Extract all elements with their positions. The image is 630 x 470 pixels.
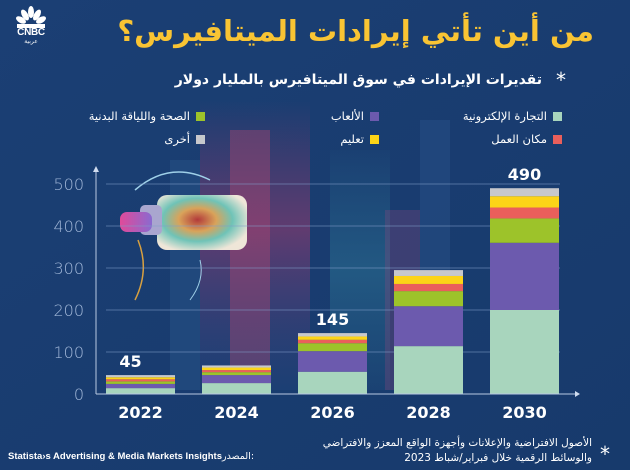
vr-headset-illustration	[120, 171, 247, 301]
bar-segment-education	[394, 275, 463, 284]
legend-swatch	[553, 134, 562, 144]
bar-segment-health_fitness	[106, 381, 175, 384]
legend-label: الصحة واللياقة البدنية	[88, 109, 190, 123]
bar-segment-education	[106, 377, 175, 380]
footnote: الأصول الافتراضية والإعلانات وأجهزة الوا…	[323, 436, 592, 466]
bar-segment-other	[298, 333, 367, 337]
logo-subtext: عربية	[24, 38, 38, 45]
legend-label: مكان العمل	[491, 132, 547, 146]
bar-segment-health_fitness	[490, 218, 559, 243]
y-tick-label: 300	[53, 259, 84, 278]
bar-segment-gaming	[394, 306, 463, 347]
legend-swatch	[196, 134, 205, 144]
source-credit: Statista›s Advertising & Media Markets I…	[8, 450, 254, 464]
bar-segment-other	[106, 375, 175, 378]
legend-swatch	[370, 134, 379, 144]
bar-segment-other	[490, 188, 559, 197]
page-title: من أين تأتي إيرادات الميتافيرس؟	[117, 14, 594, 48]
chart-subtitle: تقديرات الإيرادات في سوق الميتافيرس بالم…	[174, 72, 542, 88]
bar-segment-workplace	[490, 207, 559, 219]
bar-2024	[202, 365, 271, 394]
x-tick-label: 2028	[406, 403, 451, 420]
source-label: المصدر:	[221, 451, 255, 462]
bar-segment-workplace	[202, 370, 271, 373]
bar-2030	[490, 188, 559, 394]
legend-item-ecommerce: التجارة الإلكترونية	[463, 109, 562, 123]
legend-label: التجارة الإلكترونية	[462, 109, 547, 123]
x-tick-label: 2024	[214, 403, 259, 420]
total-label: 490	[508, 165, 541, 184]
legend-label: أخرى	[164, 132, 190, 146]
y-axis-arrow	[93, 166, 99, 172]
legend-swatch	[370, 111, 379, 121]
y-tick-label: 200	[53, 301, 84, 320]
x-axis-ticks: 2022 2024 2026 2028 2030	[118, 403, 547, 420]
bar-segment-ecommerce	[298, 371, 367, 394]
bar-segment-health_fitness	[298, 343, 367, 352]
bar-segment-ecommerce	[106, 388, 175, 394]
bar-segment-ecommerce	[202, 383, 271, 394]
cnbc-logo: CNBC عربية	[8, 6, 54, 50]
bar-segment-gaming	[106, 383, 175, 389]
y-axis-ticks: 0 100 200 300 400 500	[53, 175, 84, 404]
bar-2028	[394, 270, 463, 394]
bar-segment-other	[394, 270, 463, 276]
bar-segment-education	[490, 196, 559, 208]
legend-swatch	[196, 111, 205, 121]
legend-label: الألعاب	[330, 109, 364, 123]
legend-item-gaming: الألعاب	[331, 109, 379, 123]
asterisk-icon: *	[556, 68, 566, 92]
y-tick-label: 500	[53, 175, 84, 194]
bar-segment-gaming	[202, 375, 271, 384]
bar-segment-ecommerce	[490, 310, 559, 394]
bar-segment-gaming	[298, 351, 367, 372]
x-axis-arrow	[575, 391, 580, 397]
bar-segment-ecommerce	[394, 346, 463, 394]
bar-segment-gaming	[490, 242, 559, 310]
total-labels: 45 145 490	[119, 165, 541, 371]
y-tick-label: 0	[74, 385, 84, 404]
bar-2022	[106, 375, 175, 394]
x-tick-label: 2026	[310, 403, 355, 420]
footnote-line: الأصول الافتراضية والإعلانات وأجهزة الوا…	[322, 437, 592, 449]
x-tick-label: 2030	[502, 403, 547, 420]
bar-segment-education	[202, 367, 271, 371]
x-tick-label: 2022	[118, 403, 163, 420]
legend-item-other: أخرى	[164, 132, 205, 146]
bar-segment-health_fitness	[202, 372, 271, 376]
source-text: Statista›s Advertising & Media Markets I…	[8, 451, 222, 462]
y-tick-label: 100	[53, 343, 84, 362]
legend-item-education: تعليم	[340, 132, 379, 146]
bar-2026	[298, 333, 367, 394]
logo-text: CNBC	[17, 27, 45, 38]
legend-swatch	[553, 111, 562, 121]
footnote-line: والوسائط الرقمية خلال فبراير/شباط 2023	[404, 452, 592, 464]
asterisk-icon: *	[600, 442, 610, 466]
bar-segment-other	[202, 365, 271, 368]
total-label: 45	[119, 352, 141, 371]
legend-item-health-fitness: الصحة واللياقة البدنية	[89, 109, 205, 123]
peacock-icon	[16, 6, 46, 28]
legend-label: تعليم	[340, 132, 364, 146]
bar-segment-health_fitness	[394, 291, 463, 307]
bars	[106, 188, 559, 394]
y-tick-label: 400	[53, 217, 84, 236]
bar-segment-workplace	[106, 379, 175, 382]
bar-segment-education	[298, 336, 367, 340]
legend-item-workplace: مكان العمل	[491, 132, 562, 146]
bar-segment-workplace	[394, 283, 463, 292]
total-label: 145	[316, 310, 349, 329]
bar-segment-workplace	[298, 339, 367, 344]
